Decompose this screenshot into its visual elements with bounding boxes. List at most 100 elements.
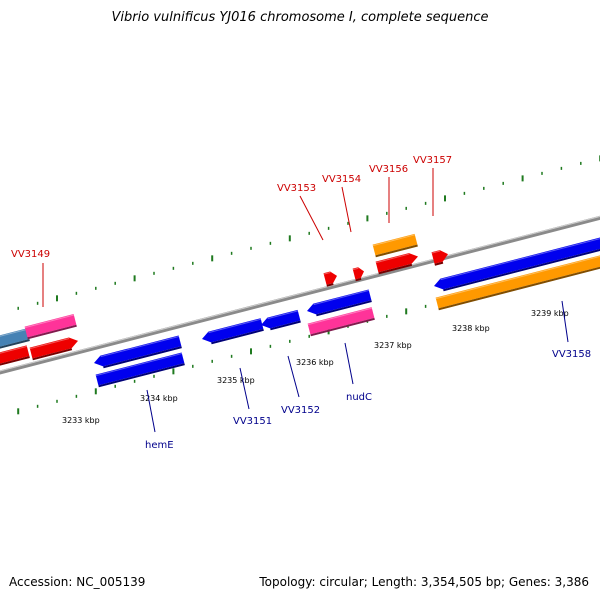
gene-shadow: [0, 356, 30, 369]
gene-shadow: [27, 324, 77, 340]
gene-label-vv3153: VV3153: [277, 183, 316, 194]
gene-shadow: [316, 300, 372, 317]
gene-shadow: [98, 363, 185, 388]
gene-highlight: [29, 338, 70, 350]
leader-line-bottom-4: [561, 300, 569, 343]
gene-label-vv3151: VV3151: [233, 416, 272, 427]
gene-body: [95, 352, 185, 386]
leader-line-bottom-1: [239, 367, 250, 410]
gene-highlight: [267, 310, 299, 320]
gene-red-left-b: [29, 337, 79, 361]
gene-shadow: [375, 244, 418, 258]
gene-label-vv3157: VV3157: [413, 155, 452, 166]
dna-backbone-highlight: [0, 215, 600, 372]
gene-body: [24, 314, 77, 338]
gene-vv3154: [375, 253, 418, 275]
gene-shadow: [32, 348, 73, 361]
leader-line-bottom-2: [287, 355, 300, 398]
gene-highlight: [435, 251, 600, 300]
gene-highlight: [375, 253, 410, 264]
gene-highlight: [0, 328, 28, 341]
gene-body: [434, 232, 600, 290]
gene-label-nudc: nudC: [346, 392, 372, 403]
gene-body: [372, 233, 418, 256]
gene-highlight: [0, 345, 28, 358]
gene-body: [307, 307, 375, 335]
gene-highlight: [100, 336, 180, 358]
leader-line-top-2: [341, 186, 352, 233]
gene-highlight: [95, 353, 183, 377]
gene-label-vv3152: VV3152: [281, 405, 320, 416]
gene-highlight: [307, 307, 373, 326]
upper-tick-track: [17, 155, 600, 310]
gene-highlight: [313, 289, 370, 306]
sequence-summary: Topology: circular; Length: 3,354,505 bp…: [259, 575, 589, 589]
scale-label-0: 3233 kbp: [62, 416, 100, 425]
gene-vv3153-b: [352, 267, 364, 282]
gene-vv3157: [431, 250, 448, 266]
gene-body: [323, 271, 338, 285]
accession-label: Accession: NC_005139: [9, 575, 146, 589]
gene-body: [352, 267, 364, 280]
gene-body: [94, 335, 182, 367]
gene-highlight: [431, 250, 441, 254]
gene-body: [375, 253, 418, 273]
scale-label-3: 3236 kbp: [296, 358, 334, 367]
gene-highlight: [372, 234, 416, 247]
gene-body: [0, 328, 30, 350]
gene-body: [0, 345, 30, 367]
gene-vv3158-a: [434, 232, 600, 292]
map-title: Vibrio vulnificus YJ016 chromosome I, co…: [111, 10, 489, 25]
gene-vv3156: [372, 233, 418, 258]
gene-vv3151: [202, 318, 264, 345]
gene-label-vv3149: VV3149: [11, 249, 50, 260]
gene-body: [29, 337, 79, 359]
leader-line-top-1: [299, 195, 324, 241]
gene-shadow: [103, 346, 182, 369]
dna-backbone: [0, 215, 600, 375]
gene-body: [431, 250, 448, 264]
gene-shadow: [443, 243, 600, 292]
gene-shadow: [355, 277, 362, 282]
leader-line-bottom-0: [146, 389, 156, 433]
gene-shadow: [211, 328, 264, 345]
gene-blue-mid: [307, 289, 372, 317]
gene-vv3158-b: [435, 250, 600, 311]
gene-label-heme: hemE: [145, 440, 174, 451]
leader-line-bottom-3: [344, 342, 354, 385]
gene-highlight: [352, 267, 359, 271]
gene-hemE-a: [94, 335, 182, 369]
lower-tick-track: [17, 259, 600, 415]
gene-shadow: [326, 283, 334, 287]
gene-shadow: [434, 261, 444, 266]
gene-label-vv3154: VV3154: [322, 174, 361, 185]
gene-highlight: [323, 271, 331, 275]
gene-label-vv3156: VV3156: [369, 164, 408, 175]
gene-highlight: [208, 318, 262, 334]
scale-label-6: 3239 kbp: [531, 309, 569, 318]
gene-vv3153-a: [323, 271, 338, 287]
gene-nudC: [307, 307, 375, 337]
gene-body: [261, 309, 301, 329]
gene-vv3149: [24, 314, 77, 340]
gene-shadow: [310, 317, 375, 337]
gene-body: [202, 318, 264, 343]
gene-steel: [0, 328, 30, 352]
gene-shadow: [378, 263, 413, 275]
gene-shadow: [270, 320, 301, 331]
gene-shadow: [438, 261, 600, 311]
gene-body: [307, 289, 372, 315]
gene-shadow: [0, 339, 30, 352]
gene-label-vv3158: VV3158: [552, 349, 591, 360]
gene-red-left-a: [0, 345, 30, 369]
scale-label-4: 3237 kbp: [374, 341, 412, 350]
gene-highlight: [24, 314, 75, 329]
gene-body: [435, 250, 600, 309]
gene-highlight: [440, 233, 600, 281]
scale-label-1: 3234 kbp: [140, 394, 178, 403]
scale-label-2: 3235 kbp: [217, 376, 255, 385]
scale-label-5: 3238 kbp: [452, 324, 490, 333]
gene-hemE-b: [95, 352, 185, 388]
